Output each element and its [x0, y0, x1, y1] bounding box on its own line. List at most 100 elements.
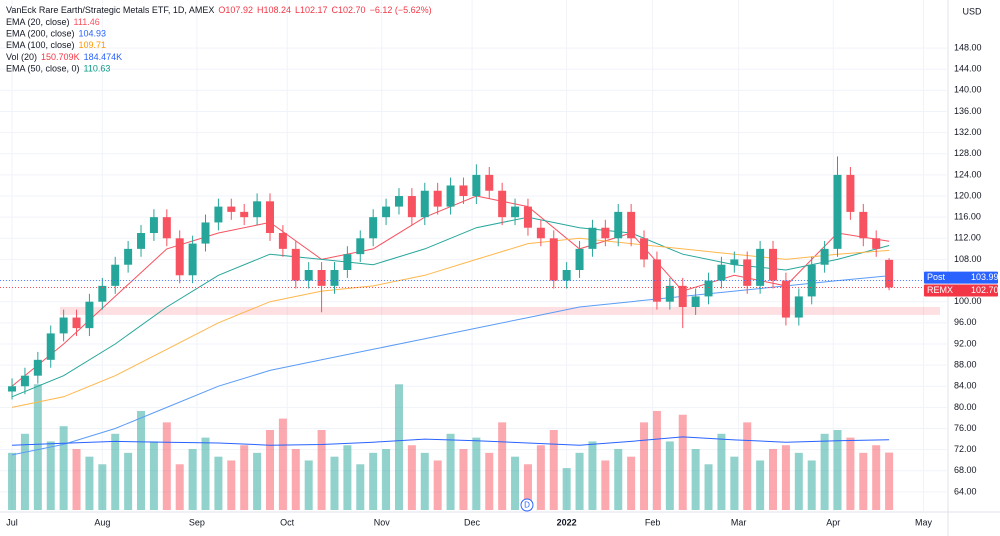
volume-bar [407, 445, 416, 510]
indicator-line [11, 216, 890, 398]
volume-bar [769, 449, 778, 510]
volume-bar [369, 452, 378, 510]
candle-body [885, 259, 894, 288]
volume-bar [704, 464, 713, 510]
volume-bar [317, 430, 326, 510]
y-tick-label: 64.00 [954, 486, 977, 496]
volume-bar [253, 452, 262, 510]
volume-bar [511, 456, 520, 510]
y-tick-label: 140.00 [954, 85, 982, 95]
x-tick-label: Feb [645, 517, 661, 527]
volume-bar [872, 445, 881, 510]
candle-body [781, 280, 790, 318]
x-tick-label: Jul [6, 517, 18, 527]
volume-bar [111, 433, 120, 510]
volume-bar [46, 441, 55, 510]
candle-body [575, 248, 584, 271]
volume-bar [665, 441, 674, 510]
volume-bar [472, 437, 481, 510]
x-tick-label: Dec [464, 517, 481, 527]
currency: USD [962, 6, 982, 16]
price-label-box [924, 284, 998, 297]
volume-bar [588, 441, 597, 510]
chart-title: VanEck Rare Earth/Strategic Metals ETF, … [6, 5, 214, 15]
legend-value: 104.93 [79, 29, 107, 39]
volume-bar [278, 418, 287, 510]
volume-bar [536, 445, 545, 510]
y-tick-label: 76.00 [954, 423, 977, 433]
y-tick-label: 124.00 [954, 169, 982, 179]
legend-value: 184.474K [84, 52, 123, 62]
volume-bar [265, 430, 274, 510]
legend-value: 111.46 [74, 17, 100, 27]
volume-bar [240, 445, 249, 510]
volume-bar [433, 460, 442, 510]
x-tick-label: Sep [189, 517, 205, 527]
candle-body [343, 254, 352, 271]
candle-body [523, 206, 532, 228]
candle-body [253, 201, 262, 218]
price-label-name: REMX [927, 285, 953, 295]
legend-label: EMA (200, close) [6, 29, 75, 39]
legend-value: 109.71 [79, 41, 107, 51]
candle-body [730, 259, 739, 265]
y-tick-label: 108.00 [954, 254, 982, 264]
candle-body [8, 386, 17, 392]
legend-label: EMA (100, close) [6, 41, 75, 51]
candle-body [588, 227, 597, 249]
volume-bar [794, 452, 803, 510]
volume-bar [188, 449, 197, 510]
candle-body [807, 264, 816, 297]
candle-body [46, 333, 55, 360]
x-tick-label: Mar [731, 517, 747, 527]
candle-body [743, 259, 752, 286]
y-tick-label: 68.00 [954, 465, 977, 475]
candle-body [833, 174, 842, 249]
candle-body [201, 222, 210, 244]
candle-body [769, 248, 778, 281]
y-tick-label: 96.00 [954, 317, 977, 327]
volume-bar [885, 452, 894, 510]
candle-body [304, 270, 313, 281]
volume-bar [575, 452, 584, 510]
volume-bar [743, 422, 752, 510]
y-tick-label: 136.00 [954, 106, 982, 116]
legend-entry: Vol (20) 150.709K 184.474K [6, 52, 122, 62]
volume-bar [678, 414, 687, 510]
candle-body [124, 248, 133, 265]
volume-bar [214, 456, 223, 510]
y-tick-label: 100.00 [954, 296, 982, 306]
candle-body [317, 270, 326, 286]
volume-bar [730, 456, 739, 510]
candle-body [652, 259, 661, 302]
legend-entry: EMA (50, close, 0) 110.63 [6, 64, 110, 74]
volume-bar [382, 449, 391, 510]
candle-body [149, 217, 158, 234]
y-tick-label: 148.00 [954, 42, 982, 52]
price-label-name: Post [927, 272, 946, 282]
volume-bar [201, 437, 210, 510]
price-label-box [924, 271, 998, 284]
y-tick-label: 132.00 [954, 127, 982, 137]
volume-bar [98, 464, 107, 510]
volume-bar [304, 460, 313, 510]
volume-bar [33, 384, 42, 510]
x-tick-label: Aug [94, 517, 110, 527]
candle-body [614, 211, 623, 239]
ohlc-value: −6.12 (−5.62%) [370, 5, 432, 15]
candle-body [794, 296, 803, 318]
candle-body [265, 201, 274, 234]
volume-bar [59, 426, 68, 510]
candle-body [756, 248, 765, 286]
legend-entry: EMA (200, close) 104.93 [6, 29, 106, 39]
volume-bar [149, 441, 158, 510]
volume-bar [640, 422, 649, 510]
candle-body [188, 243, 197, 276]
volume-bar [523, 464, 532, 510]
indicator-line [11, 275, 890, 456]
volume-bar [356, 464, 365, 510]
candle-body [394, 196, 403, 207]
volume-bar [498, 422, 507, 510]
candle-body [227, 206, 236, 212]
